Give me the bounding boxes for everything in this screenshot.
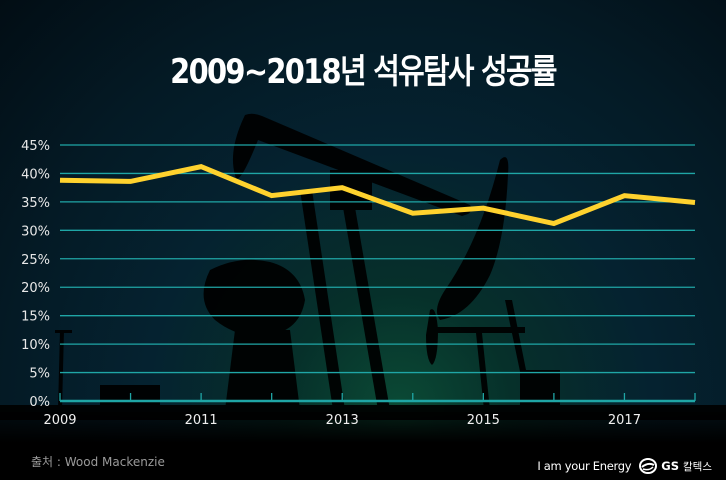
x-tick-label: 2013: [326, 413, 359, 428]
logo-korean: 칼텍스: [683, 460, 712, 473]
x-axis: [59, 393, 696, 403]
y-tick-label: 25%: [21, 253, 50, 268]
pumpjack-silhouette-icon: [0, 113, 726, 420]
y-tick-label: 40%: [21, 167, 50, 182]
grid-lines: [60, 144, 695, 374]
x-axis-labels: 2009 2011 2013 2015 2017: [43, 413, 641, 428]
x-tick-label: 2011: [185, 413, 218, 428]
y-tick-label: 45%: [21, 139, 50, 154]
y-axis-labels: 0% 5% 10% 15% 20% 25% 30% 35% 40% 45%: [21, 139, 50, 410]
y-tick-label: 15%: [21, 310, 50, 325]
x-tick-label: 2009: [43, 413, 76, 428]
gs-caltex-logo: GS 칼텍스: [639, 458, 712, 474]
logo-text: GS: [661, 459, 680, 473]
x-tick-label: 2015: [467, 413, 500, 428]
y-tick-label: 0%: [29, 395, 50, 410]
y-tick-label: 30%: [21, 224, 50, 239]
y-tick-label: 20%: [21, 281, 50, 296]
y-tick-label: 35%: [21, 196, 50, 211]
ground-shadow: [0, 412, 726, 480]
gs-caltex-logo-icon: [639, 458, 658, 474]
page-title: 2009~2018년 석유탐사 성공률: [170, 52, 557, 92]
x-tick-label: 2017: [608, 413, 641, 428]
success-rate-line: [59, 164, 696, 227]
y-tick-label: 5%: [29, 367, 50, 382]
brand-footer: I am your Energy GS 칼텍스: [537, 458, 712, 474]
brand-tagline: I am your Energy: [537, 459, 632, 473]
y-tick-label: 10%: [21, 338, 50, 353]
source-caption: 출처 : Wood Mackenzie: [31, 455, 165, 469]
